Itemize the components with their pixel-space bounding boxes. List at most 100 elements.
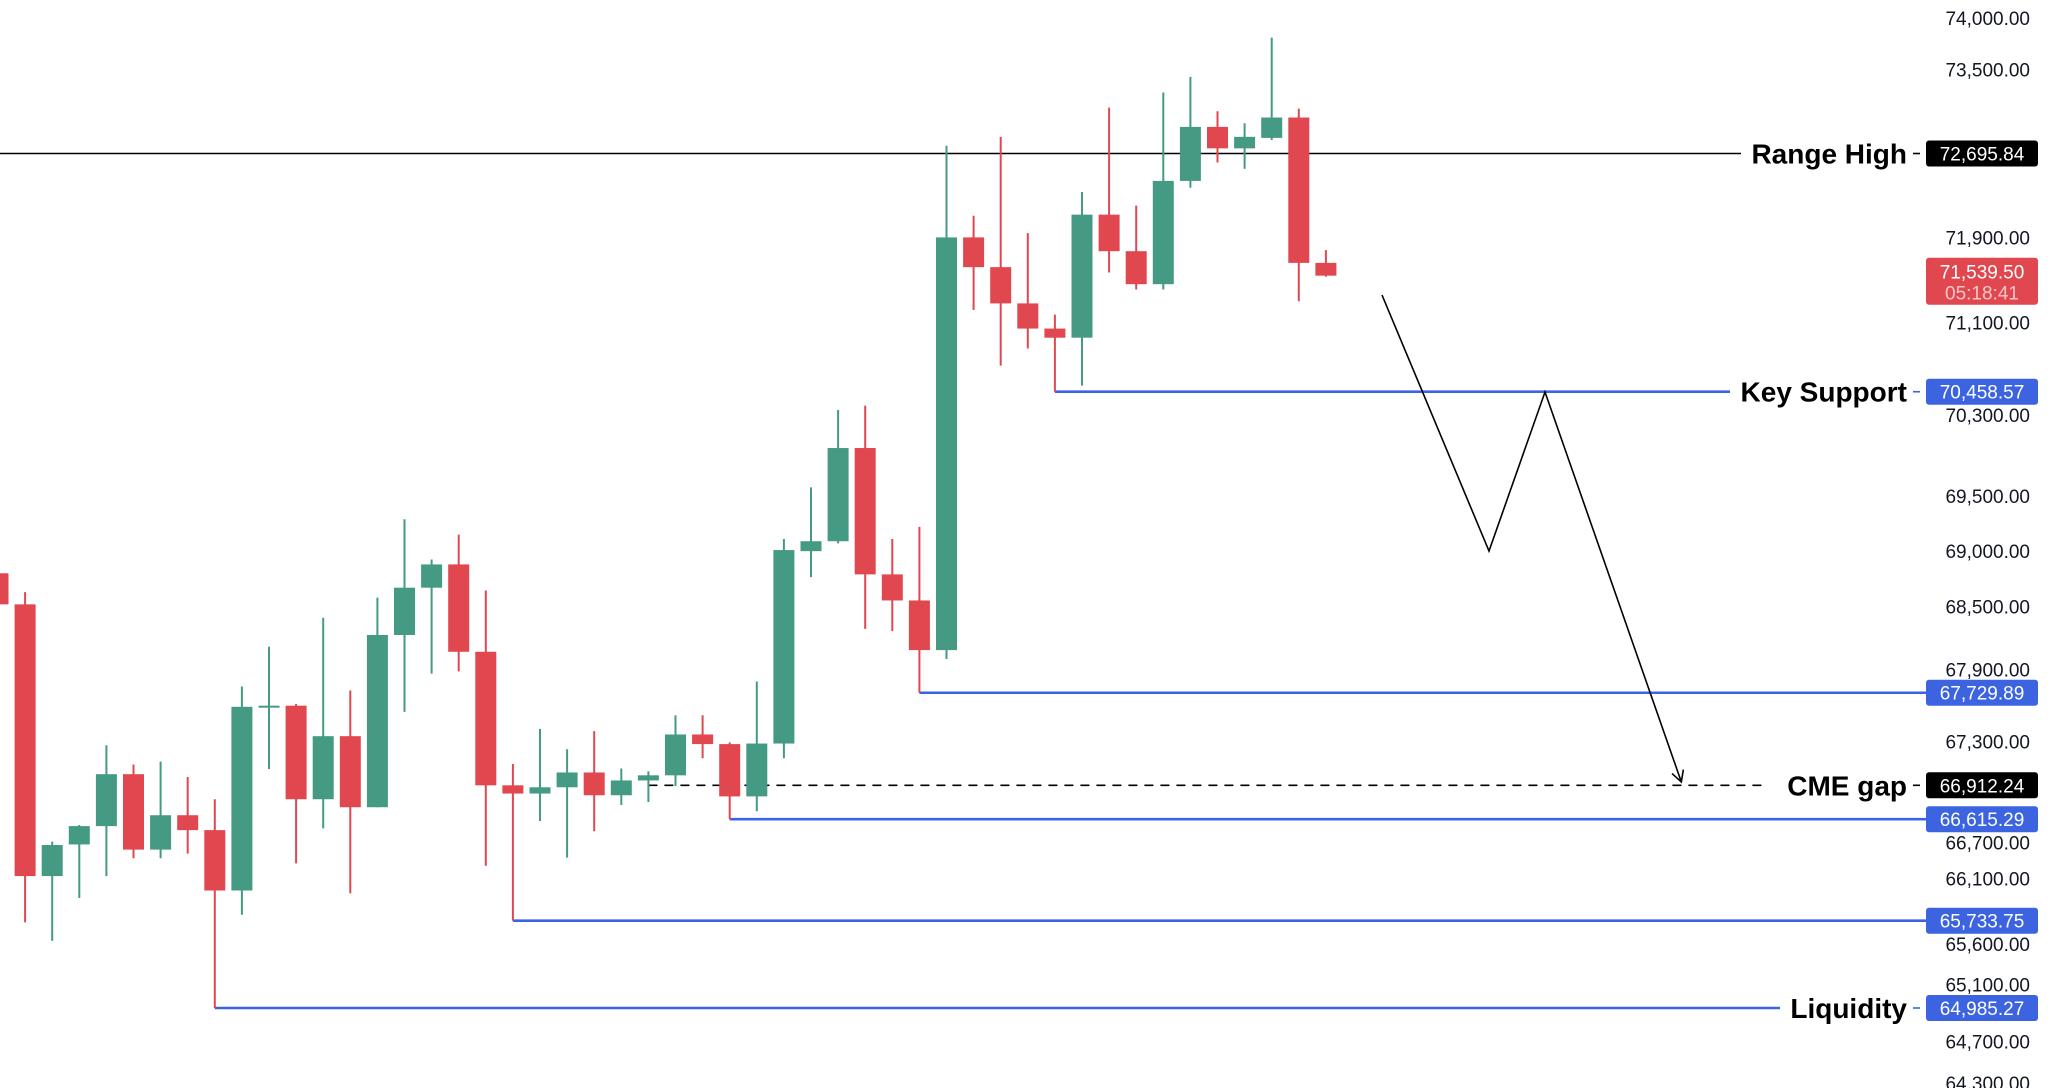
candle-body <box>773 550 795 744</box>
candle-body <box>1125 251 1147 285</box>
candle-bearish <box>204 799 226 1009</box>
candle-body <box>285 705 307 800</box>
candle-body <box>637 775 659 781</box>
candle-body <box>150 815 172 850</box>
candle-body <box>312 736 334 800</box>
candle-body <box>963 237 985 268</box>
candle-body <box>95 774 117 827</box>
candle-bearish <box>1315 250 1337 277</box>
candle-body <box>1315 262 1337 276</box>
candle-body <box>1098 214 1120 252</box>
level-price-badge-text: 67,729.89 <box>1940 684 2025 705</box>
level-price-badge-text: 65,733.75 <box>1940 912 2025 933</box>
candle-body <box>1179 126 1201 181</box>
candle-body <box>746 743 768 797</box>
candle-bearish <box>1044 314 1066 392</box>
candle-body <box>177 815 199 831</box>
candle-body <box>936 237 957 651</box>
level-price-badge <box>1926 679 2038 706</box>
level-label: CME gap <box>1787 770 1907 801</box>
candle-body <box>231 706 253 891</box>
candle-body <box>692 734 714 745</box>
y-tick-label: 67,300.00 <box>1945 732 2030 753</box>
candle-body <box>1044 328 1066 338</box>
candle-body <box>1152 180 1174 285</box>
y-tick-label: 65,100.00 <box>1945 976 2030 997</box>
candle-bearish <box>908 526 930 693</box>
candle-bullish <box>800 487 822 578</box>
horizontal-levels: Range High Key Support CME gap Liquidity <box>0 139 1926 1024</box>
y-tick-label: 68,500.00 <box>1945 598 2030 619</box>
candle-body <box>881 574 903 601</box>
candle-body <box>800 541 822 552</box>
candle-bearish <box>502 763 524 921</box>
candle-body <box>41 845 63 877</box>
candle-bullish <box>95 745 117 877</box>
candle-body <box>529 787 551 794</box>
candle-body <box>1071 214 1093 338</box>
candle-body <box>610 780 632 796</box>
candle-body <box>583 772 605 796</box>
candle-body <box>1207 126 1228 149</box>
candle-body <box>1234 136 1256 149</box>
level-label: Liquidity <box>1790 993 1907 1024</box>
candle-body <box>719 744 741 797</box>
candle-bullish <box>1234 123 1256 169</box>
candle-bearish <box>1207 111 1228 163</box>
y-tick-label: 73,500.00 <box>1945 61 2030 82</box>
price-axis[interactable]: 74,000.00 73,500.00 71,900.00 71,100.00 70,3… <box>1945 9 2030 1088</box>
candle-bullish <box>312 617 334 829</box>
y-tick-label: 66,100.00 <box>1945 869 2030 890</box>
candle-body <box>854 448 876 575</box>
y-tick-label: 64,700.00 <box>1945 1033 2030 1054</box>
projection-path-arrow[interactable] <box>1381 294 1685 784</box>
candle-bearish <box>475 590 497 866</box>
candle-body <box>1017 303 1039 329</box>
candle-bearish <box>14 592 36 923</box>
candle-bearish <box>963 215 985 310</box>
candle-body <box>556 772 578 788</box>
candle-bullish <box>68 824 90 899</box>
candle-bearish <box>177 777 199 854</box>
candle-body <box>258 705 280 708</box>
candle-body <box>394 587 415 636</box>
candle-bullish <box>1152 92 1174 290</box>
candle-bearish <box>0 573 9 605</box>
y-tick-label: 74,000.00 <box>1945 9 2030 30</box>
candle-bullish <box>1261 37 1283 140</box>
candle-bearish <box>339 690 361 894</box>
candle-bullish <box>556 749 578 858</box>
y-tick-label: 71,900.00 <box>1945 228 2030 249</box>
last-price-text: 71,539.50 <box>1940 263 2025 284</box>
candle-bearish <box>583 731 605 832</box>
y-tick-label: 65,600.00 <box>1945 935 2030 956</box>
candle-body <box>204 830 226 891</box>
candle-body <box>0 573 9 605</box>
level-price-badge <box>1926 806 2038 833</box>
bar-countdown-text: 05:18:41 <box>1945 284 2019 305</box>
candle-bearish <box>1017 233 1039 349</box>
candle-bullish <box>421 559 443 674</box>
level-price-badge-text: 72,695.84 <box>1940 145 2025 166</box>
candle-bearish <box>1125 205 1147 290</box>
candles <box>0 37 1337 1009</box>
candle-bullish <box>1179 76 1201 188</box>
candle-body <box>68 826 90 845</box>
level-price-badge <box>1926 378 2038 405</box>
candle-body <box>421 564 443 588</box>
candle-body <box>448 564 470 652</box>
y-tick-label: 66,700.00 <box>1945 834 2030 855</box>
candle-bearish <box>285 703 307 864</box>
candle-bullish <box>637 771 659 803</box>
candle-body <box>339 736 361 808</box>
candle-bearish <box>448 534 470 672</box>
level-price-badge-text: 66,615.29 <box>1940 810 2025 831</box>
candle-body <box>1261 117 1283 138</box>
level-price-badge <box>1926 907 2038 934</box>
candle-bullish <box>610 768 632 805</box>
candle-body <box>827 448 849 542</box>
level-price-badge <box>1926 140 2038 167</box>
candle-bearish <box>881 539 903 632</box>
level-price-badge <box>1926 995 2038 1022</box>
